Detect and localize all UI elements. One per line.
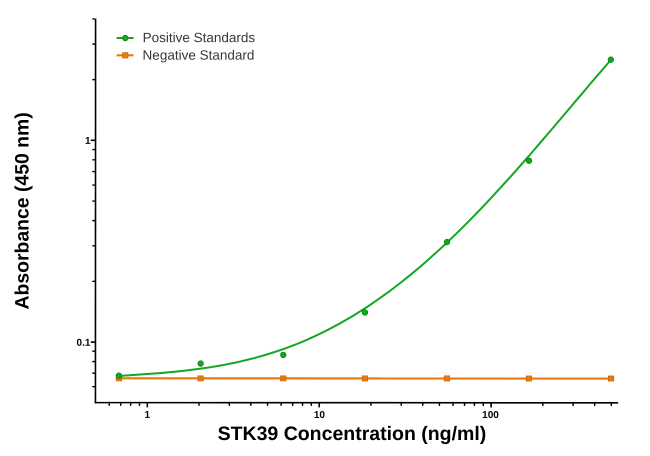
svg-text:10: 10 [314, 410, 326, 421]
svg-text:STK39 Concentration (ng/ml): STK39 Concentration (ng/ml) [218, 423, 487, 445]
svg-text:0.1: 0.1 [77, 338, 91, 349]
svg-text:Absorbance (450 nm): Absorbance (450 nm) [11, 112, 33, 309]
svg-text:1: 1 [85, 136, 91, 147]
svg-text:Negative Standard: Negative Standard [143, 48, 255, 63]
svg-text:Positive Standards: Positive Standards [143, 30, 256, 45]
svg-text:1: 1 [145, 410, 151, 421]
svg-text:100: 100 [482, 410, 499, 421]
